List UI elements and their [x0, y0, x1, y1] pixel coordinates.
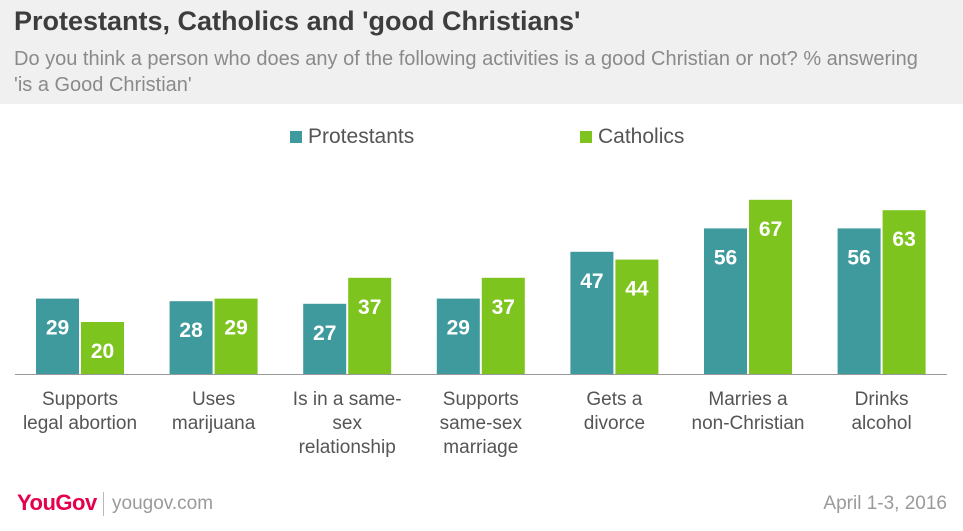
category-label-line: sex — [332, 413, 362, 434]
category-label-line: relationship — [298, 437, 396, 458]
category-label-line: non-Christian — [691, 413, 805, 434]
category-label-line: Marries a — [708, 389, 788, 410]
bar-protestants-6 — [837, 228, 881, 374]
data-label-protestants-2: 27 — [313, 322, 336, 345]
data-label-protestants-3: 29 — [447, 317, 470, 340]
bar-protestants-2 — [303, 303, 347, 374]
category-label-2: Is in a same-sex relationship — [277, 388, 417, 460]
legend-item-protestants: Protestants — [290, 125, 415, 148]
bar-protestants-5 — [704, 228, 747, 374]
data-label-catholics-6: 63 — [892, 228, 915, 251]
bar-catholics-3 — [481, 277, 525, 374]
category-label-line: Drinks — [854, 389, 909, 410]
category-label-line: marriage — [443, 437, 519, 458]
data-label-protestants-6: 56 — [847, 246, 870, 269]
category-label-line: Supports — [41, 389, 119, 410]
category-label-line: marijuana — [171, 413, 256, 434]
bar-protestants-0 — [36, 298, 79, 374]
bar-protestants-3 — [436, 298, 480, 374]
bar-catholics-0 — [81, 322, 124, 374]
category-label-line: alcohol — [851, 413, 912, 434]
bar-catholics-1 — [214, 298, 258, 374]
data-label-catholics-4: 44 — [625, 278, 649, 301]
bar-catholics-5 — [749, 199, 792, 374]
bar-chart: 29 20 28 29 27 37 29 37 47 44 56 67 56 63 — [15, 199, 947, 375]
footer-divider — [103, 492, 104, 516]
category-label-3: Supports same-sex marriage — [411, 388, 551, 460]
category-label-line: divorce — [583, 413, 646, 434]
bar-protestants-1 — [169, 301, 213, 374]
category-label-line: Supports — [442, 389, 519, 410]
data-label-catholics-5: 67 — [759, 218, 782, 241]
chart-title: Protestants, Catholics and 'good Christi… — [14, 6, 581, 36]
data-label-catholics-2: 37 — [358, 296, 381, 319]
footer-date: April 1-3, 2016 — [823, 493, 947, 514]
data-label-protestants-0: 29 — [46, 317, 69, 340]
footer-site: yougov.com — [112, 493, 214, 514]
category-label-1: Uses marijuana — [144, 388, 284, 436]
legend-label-protestants: Protestants — [308, 125, 415, 148]
legend-item-catholics: Catholics — [580, 125, 685, 148]
data-label-protestants-4: 47 — [580, 270, 603, 293]
category-label-6: Drinks alcohol — [812, 388, 952, 436]
legend-swatch-protestants — [290, 131, 302, 143]
chart-subtitle: Do you think a person who does any of th… — [14, 48, 918, 96]
legend-label-catholics: Catholics — [598, 125, 685, 148]
category-label-line: Uses — [191, 389, 236, 410]
data-label-protestants-5: 56 — [714, 246, 737, 269]
bar-protestants-4 — [570, 251, 614, 374]
category-label-5: Marries a non-Christian — [678, 388, 818, 436]
bar-catholics-6 — [882, 210, 926, 374]
category-label-line: legal abortion — [22, 413, 138, 434]
header-band: Protestants, Catholics and 'good Christi… — [0, 0, 963, 104]
category-label-0: Supports legal abortion — [10, 388, 150, 436]
yougov-logo: YouGov — [17, 490, 97, 515]
category-label-4: Gets a divorce — [544, 388, 684, 436]
category-label-line: Is in a same- — [292, 389, 402, 410]
data-label-catholics-3: 37 — [492, 296, 515, 319]
category-label-line: Gets a — [586, 389, 643, 410]
bar-catholics-2 — [348, 277, 392, 374]
legend-swatch-catholics — [580, 131, 592, 143]
data-label-protestants-1: 28 — [179, 319, 203, 342]
data-label-catholics-1: 29 — [224, 317, 247, 340]
bar-catholics-4 — [615, 259, 659, 374]
data-label-catholics-0: 20 — [91, 340, 114, 363]
category-label-line: same-sex — [439, 413, 522, 434]
